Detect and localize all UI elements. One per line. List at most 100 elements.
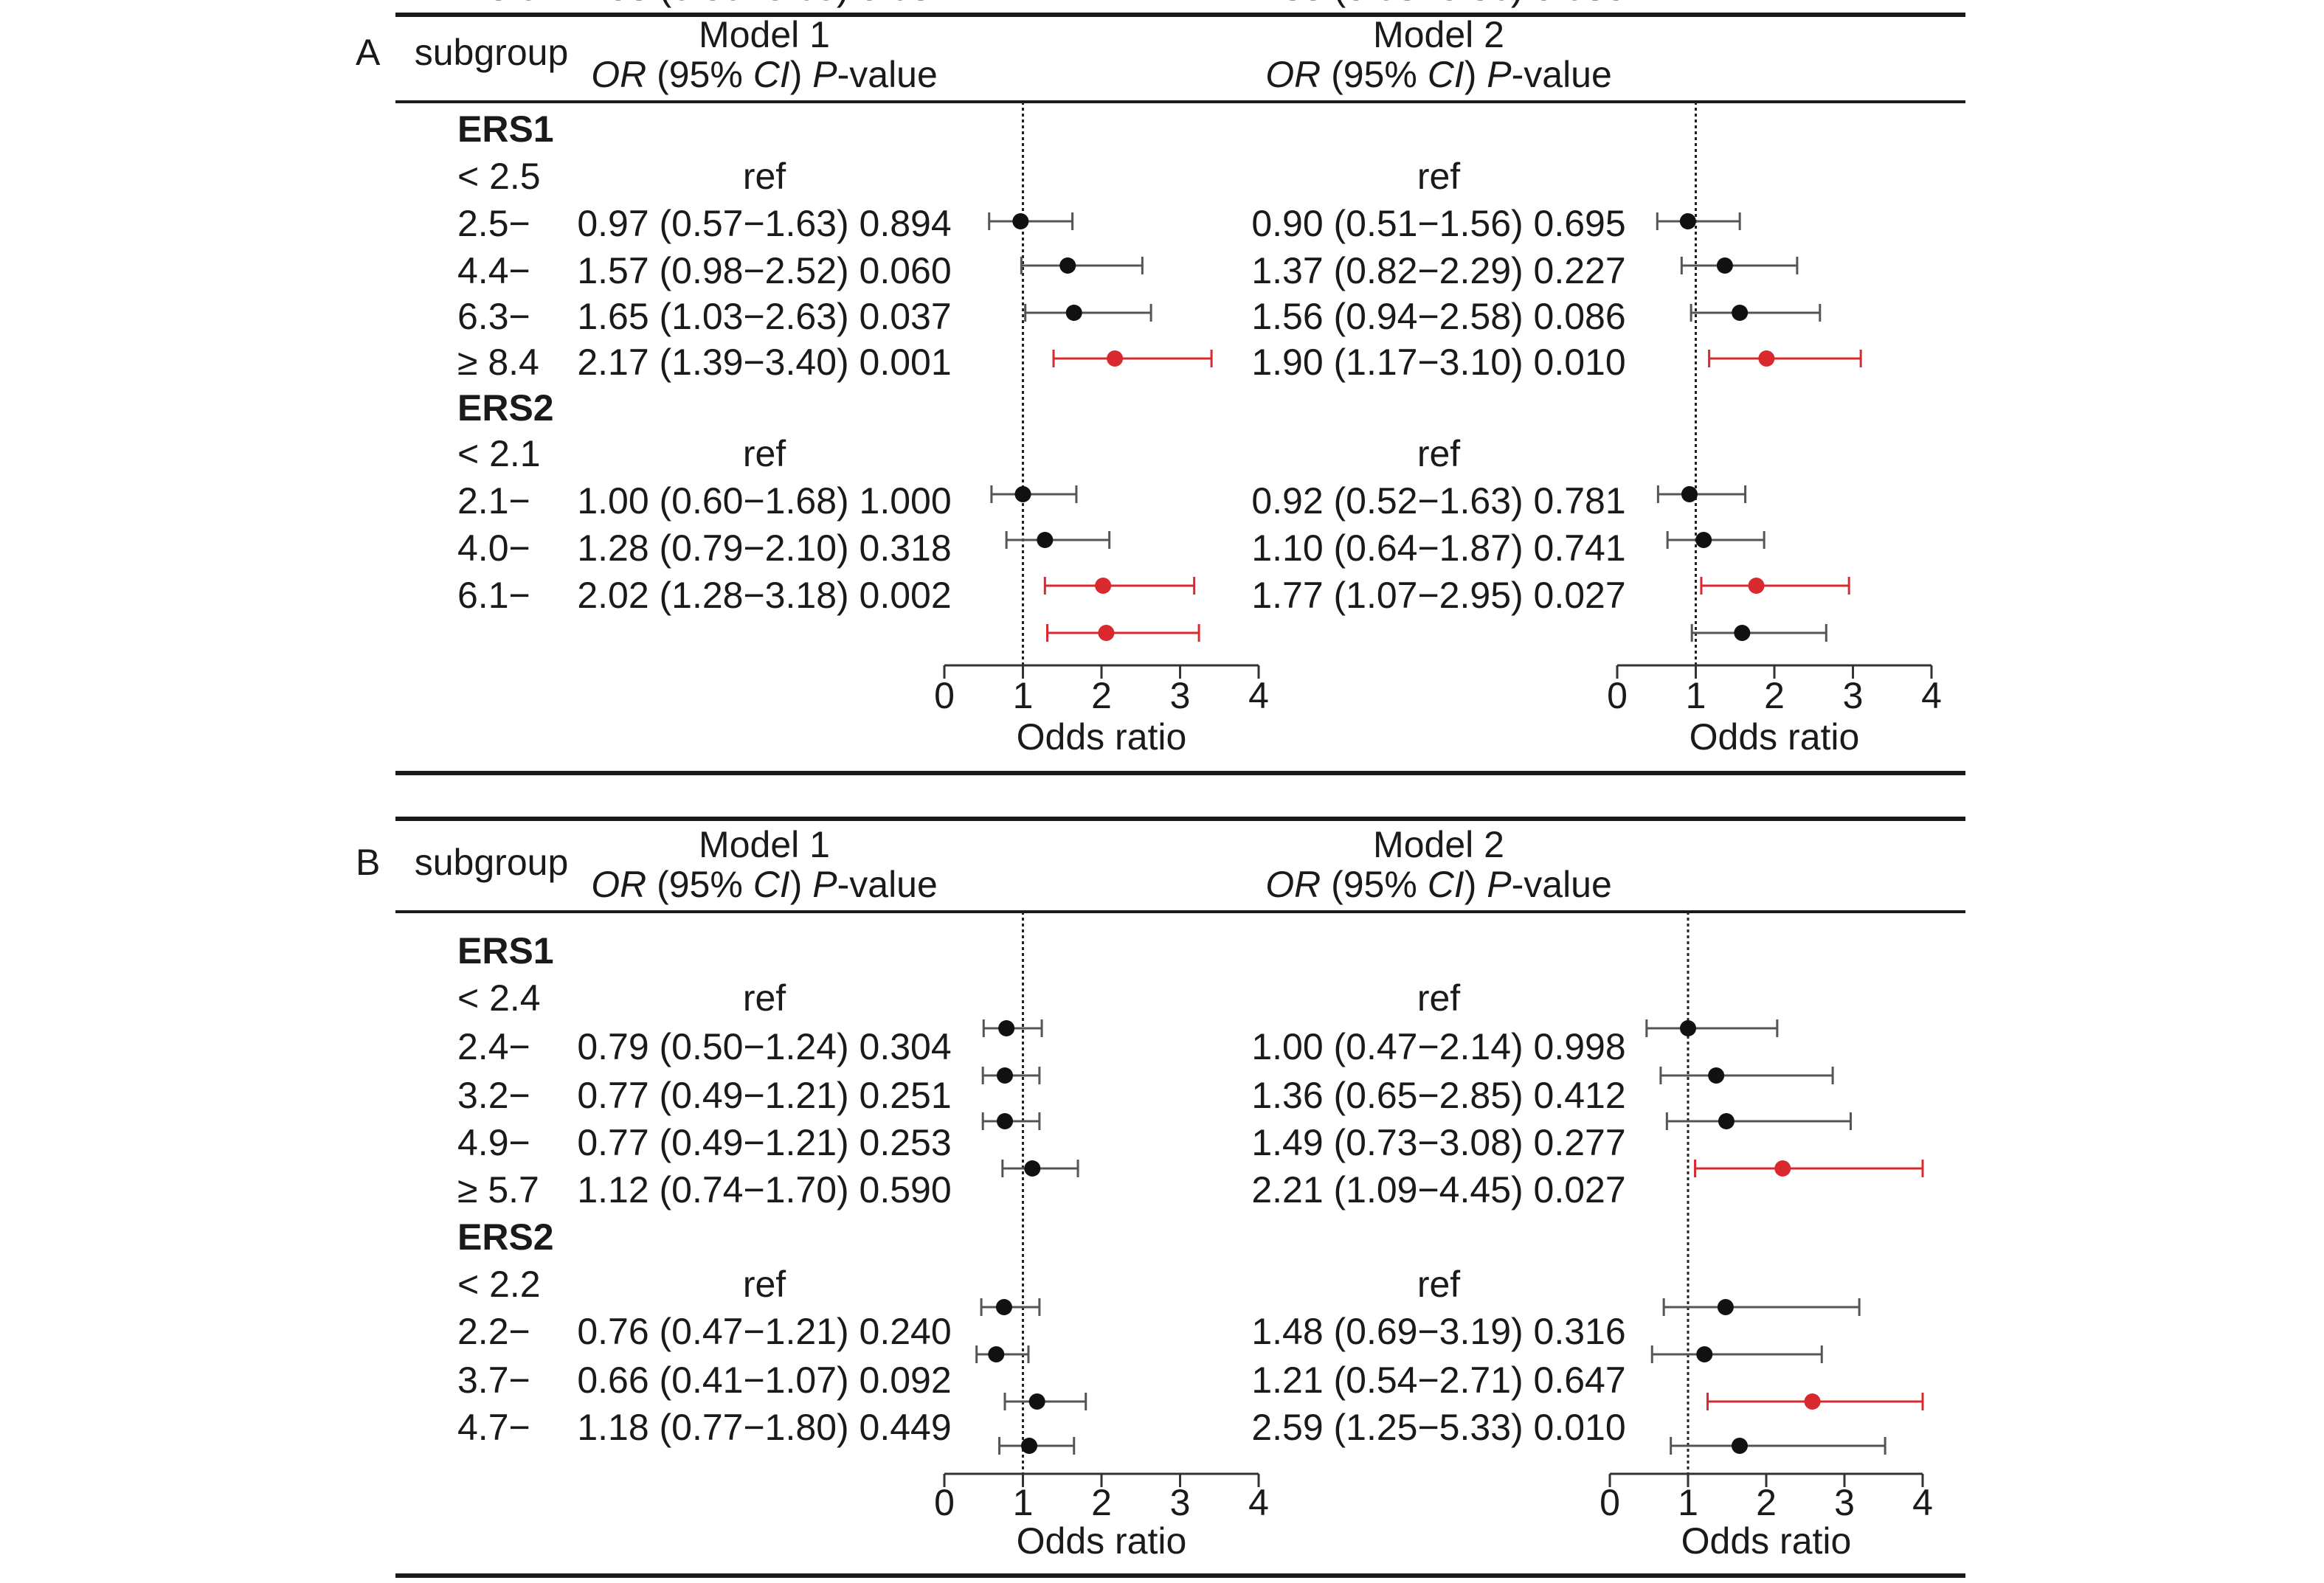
panel-b-row-label: 4.7− xyxy=(457,1407,530,1448)
panel-b-model1-estimate-text: 0.76 (0.47−1.21) 0.240 xyxy=(577,1311,951,1352)
panel-a-model2-title: Model 2 xyxy=(1373,14,1504,55)
panel-b-model1-estimate-text: 1.18 (0.77−1.80) 0.449 xyxy=(577,1407,951,1448)
panel-b-model1-x-tick-label: 0 xyxy=(934,1482,955,1523)
panel-b-model2-subtitle: OR (95% CI) P-value xyxy=(1265,864,1612,905)
panel-a-model2-estimate-text: 1.77 (1.07−2.95) 0.027 xyxy=(1251,575,1625,616)
panel-a-model2-estimate-text: ref xyxy=(1417,156,1460,197)
panel-a-row-label: 2.5− xyxy=(457,203,530,244)
panel-b-model1-estimate-text: ref xyxy=(743,1264,786,1305)
panel-b-model1-point xyxy=(988,1346,1005,1362)
panel-a-model2-estimate-text: 1.56 (0.94−2.58) 0.086 xyxy=(1251,296,1625,337)
panel-b-model1-point xyxy=(1021,1438,1038,1454)
panel-a-model1-x-tick-label: 3 xyxy=(1170,675,1191,716)
panel-b-model2-estimate-text: 1.49 (0.73−3.08) 0.277 xyxy=(1251,1122,1625,1163)
panel-b-row-label: < 2.2 xyxy=(457,1264,541,1305)
panel-a-row-label: 4.4− xyxy=(457,250,530,291)
panel-a-model1-estimate-text: 1.57 (0.98−2.52) 0.060 xyxy=(577,250,951,291)
panel-a-model2-x-tick-label: 2 xyxy=(1764,675,1785,716)
panel-b-model2-estimate-text: 1.21 (0.54−2.71) 0.647 xyxy=(1251,1359,1625,1401)
panel-b-model2-x-tick-label: 0 xyxy=(1600,1482,1620,1523)
panel-b-model1-estimate-text: 0.66 (0.41−1.07) 0.092 xyxy=(577,1359,951,1401)
panel-b-model1-title: Model 1 xyxy=(699,824,830,865)
panel-a-model1-point xyxy=(1014,486,1031,502)
panel-b-model2-estimate-text: 2.21 (1.09−4.45) 0.027 xyxy=(1251,1169,1625,1210)
panel-b-model1-x-tick-label: 3 xyxy=(1170,1482,1191,1523)
panel-a-model2-x-tick-label: 4 xyxy=(1921,675,1942,716)
panel-a-model1-estimate-text: ref xyxy=(743,433,786,474)
panel-a-row-label: 2.1− xyxy=(457,480,530,522)
panel-a-group-label: ERS1 xyxy=(457,108,554,150)
panel-b-model1-point xyxy=(995,1299,1012,1315)
panel-b-model2-point xyxy=(1717,1299,1734,1315)
panel-a-model1-estimate-text: ref xyxy=(743,156,786,197)
panel-a-model1-subtitle: OR (95% CI) P-value xyxy=(591,54,938,95)
panel-b-subgroup-header: subgroup xyxy=(415,842,569,883)
panel-a-model2-point xyxy=(1679,213,1696,229)
panel-a-model1-x-axis-label: Odds ratio xyxy=(1017,716,1187,758)
panel-b-model1-point xyxy=(1024,1160,1041,1177)
panel-b-model2-estimate-text: 1.36 (0.65−2.85) 0.412 xyxy=(1251,1075,1625,1116)
panel-b-row-label: 3.7− xyxy=(457,1359,530,1401)
panel-b-model2-estimate-text: ref xyxy=(1417,977,1460,1019)
panel-b-model2-x-tick-label: 1 xyxy=(1678,1482,1698,1523)
panel-a-model2-x-tick-label: 3 xyxy=(1843,675,1864,716)
panel-b-row-label: 3.2− xyxy=(457,1075,530,1116)
panel-b-model2-point xyxy=(1696,1346,1713,1362)
panel-a-model1-x-tick-label: 4 xyxy=(1248,675,1269,716)
panel-b-model2-point xyxy=(1708,1067,1725,1084)
panel-a-model1-x-tick-label: 2 xyxy=(1091,675,1112,716)
panel-b-model1-x-tick-label: 4 xyxy=(1248,1482,1269,1523)
panel-a-row-label: ≥ 8.5 xyxy=(457,0,539,8)
panel-b-model2-x-tick-label: 3 xyxy=(1834,1482,1855,1523)
panel-a-model2-estimate-text: ref xyxy=(1417,433,1460,474)
panel-b-model1-subtitle: OR (95% CI) P-value xyxy=(591,864,938,905)
panel-b-model1-point xyxy=(998,1020,1015,1036)
panel-b-group-label: ERS2 xyxy=(457,1216,554,1258)
panel-a-model1-estimate-text: 1.00 (0.60−1.68) 1.000 xyxy=(577,480,951,522)
panel-a-model1-point xyxy=(1065,305,1082,321)
panel-b-row-label: ≥ 5.7 xyxy=(457,1169,539,1210)
panel-b-model2-estimate-text: 2.59 (1.25−5.33) 0.010 xyxy=(1251,1407,1625,1448)
panel-a-model1-point xyxy=(1037,532,1054,548)
panel-a-model1-x-tick-label: 1 xyxy=(1013,675,1034,716)
panel-a-model2-estimate-text: 0.90 (0.51−1.56) 0.695 xyxy=(1251,203,1625,244)
panel-a-subgroup-header: subgroup xyxy=(415,32,569,73)
panel-a-model1-estimate-text: 2.17 (1.39−3.40) 0.001 xyxy=(577,342,951,383)
panel-a-model2-subtitle: OR (95% CI) P-value xyxy=(1265,54,1612,95)
panel-a-model1-x-tick-label: 0 xyxy=(934,675,955,716)
panel-b-model2-point xyxy=(1718,1113,1735,1129)
panel-a-row-label: 6.1− xyxy=(457,575,530,616)
panel-b-model2-point xyxy=(1804,1393,1821,1410)
panel-a-model2-point xyxy=(1732,305,1749,321)
panel-a-model1-title: Model 1 xyxy=(699,14,830,55)
panel-a-model2-point xyxy=(1734,625,1751,641)
panel-b-model1-estimate-text: 1.08 (0.70−1.65) 0.737 xyxy=(577,0,951,8)
panel-b-row-label: 2.2− xyxy=(457,1311,530,1352)
panel-a-model1-estimate-text: 1.65 (1.03−2.63) 0.037 xyxy=(577,296,951,337)
panel-b-model1-estimate-text: 0.77 (0.49−1.21) 0.251 xyxy=(577,1075,951,1116)
panel-b-model2-x-axis-label: Odds ratio xyxy=(1681,1520,1852,1562)
panel-a-model1-estimate-text: 1.28 (0.79−2.10) 0.318 xyxy=(577,527,951,569)
panel-b-model2-point xyxy=(1680,1020,1696,1036)
panel-b-model1-point xyxy=(997,1113,1014,1129)
panel-a-model1-point xyxy=(1098,625,1115,641)
panel-b-row-label: < 2.4 xyxy=(457,977,541,1019)
panel-a-model2-point xyxy=(1681,486,1698,502)
panel-b-model1-estimate-text: 0.79 (0.50−1.24) 0.304 xyxy=(577,1026,951,1067)
panel-a-label: A xyxy=(356,32,381,73)
panel-a-model2-point xyxy=(1748,578,1765,594)
panel-b-model1-x-tick-label: 2 xyxy=(1091,1482,1112,1523)
panel-b-model2-title: Model 2 xyxy=(1373,824,1504,865)
panel-a-model1-point xyxy=(1059,257,1076,274)
panel-b-model2-x-tick-label: 4 xyxy=(1912,1482,1933,1523)
panel-a-model1-estimate-text: 0.97 (0.57−1.63) 0.894 xyxy=(577,203,951,244)
panel-a-model1-point xyxy=(1107,350,1124,367)
panel-b-model2-x-tick-label: 2 xyxy=(1756,1482,1777,1523)
panel-a-row-label: 6.3− xyxy=(457,296,530,337)
panel-a-model2-x-tick-label: 1 xyxy=(1686,675,1706,716)
panel-b-model1-point xyxy=(1028,1393,1045,1410)
panel-b-model1-point xyxy=(997,1067,1014,1084)
panel-b-row-label: 4.9− xyxy=(457,1122,530,1163)
panel-a-model2-estimate-text: 1.90 (1.17−3.10) 0.010 xyxy=(1251,342,1625,383)
